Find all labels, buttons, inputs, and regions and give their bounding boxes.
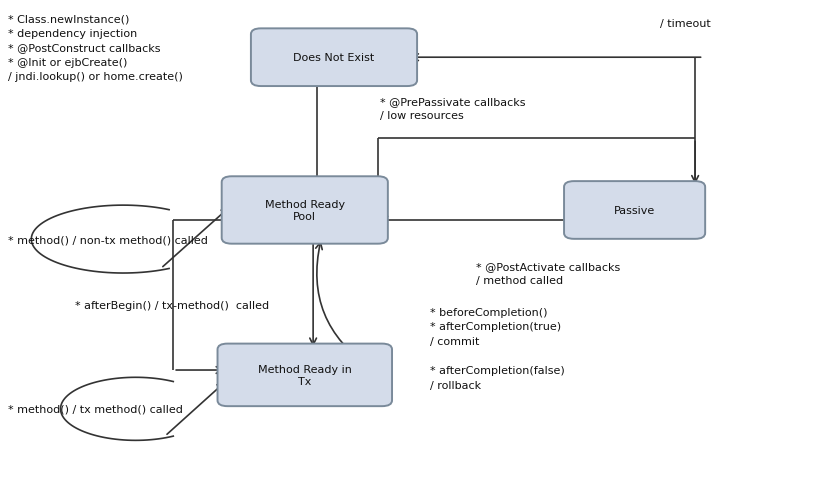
Text: Method Ready in
Tx: Method Ready in Tx [258, 364, 352, 386]
FancyBboxPatch shape [221, 177, 387, 244]
Text: * method() / tx method() called: * method() / tx method() called [8, 404, 183, 414]
Text: * @PrePassivate callbacks
/ low resources: * @PrePassivate callbacks / low resource… [380, 97, 525, 121]
Text: * method() / non-tx method() called: * method() / non-tx method() called [8, 235, 208, 244]
FancyBboxPatch shape [217, 344, 392, 407]
Text: Passive: Passive [614, 206, 655, 215]
Text: * afterBegin() / tx-method()  called: * afterBegin() / tx-method() called [75, 300, 269, 310]
Text: Does Not Exist: Does Not Exist [293, 53, 375, 63]
Text: * @PostActivate callbacks
/ method called: * @PostActivate callbacks / method calle… [476, 261, 620, 286]
FancyBboxPatch shape [250, 29, 417, 87]
Text: * afterCompletion(false)
/ rollback: * afterCompletion(false) / rollback [430, 365, 564, 390]
FancyBboxPatch shape [564, 182, 705, 240]
Text: Method Ready
Pool: Method Ready Pool [265, 200, 345, 221]
Text: / timeout: / timeout [660, 19, 711, 30]
Text: * beforeCompletion()
* afterCompletion(true)
/ commit: * beforeCompletion() * afterCompletion(t… [430, 307, 561, 346]
Text: * Class.newInstance()
* dependency injection
* @PostConstruct callbacks
* @Init : * Class.newInstance() * dependency injec… [8, 15, 183, 82]
